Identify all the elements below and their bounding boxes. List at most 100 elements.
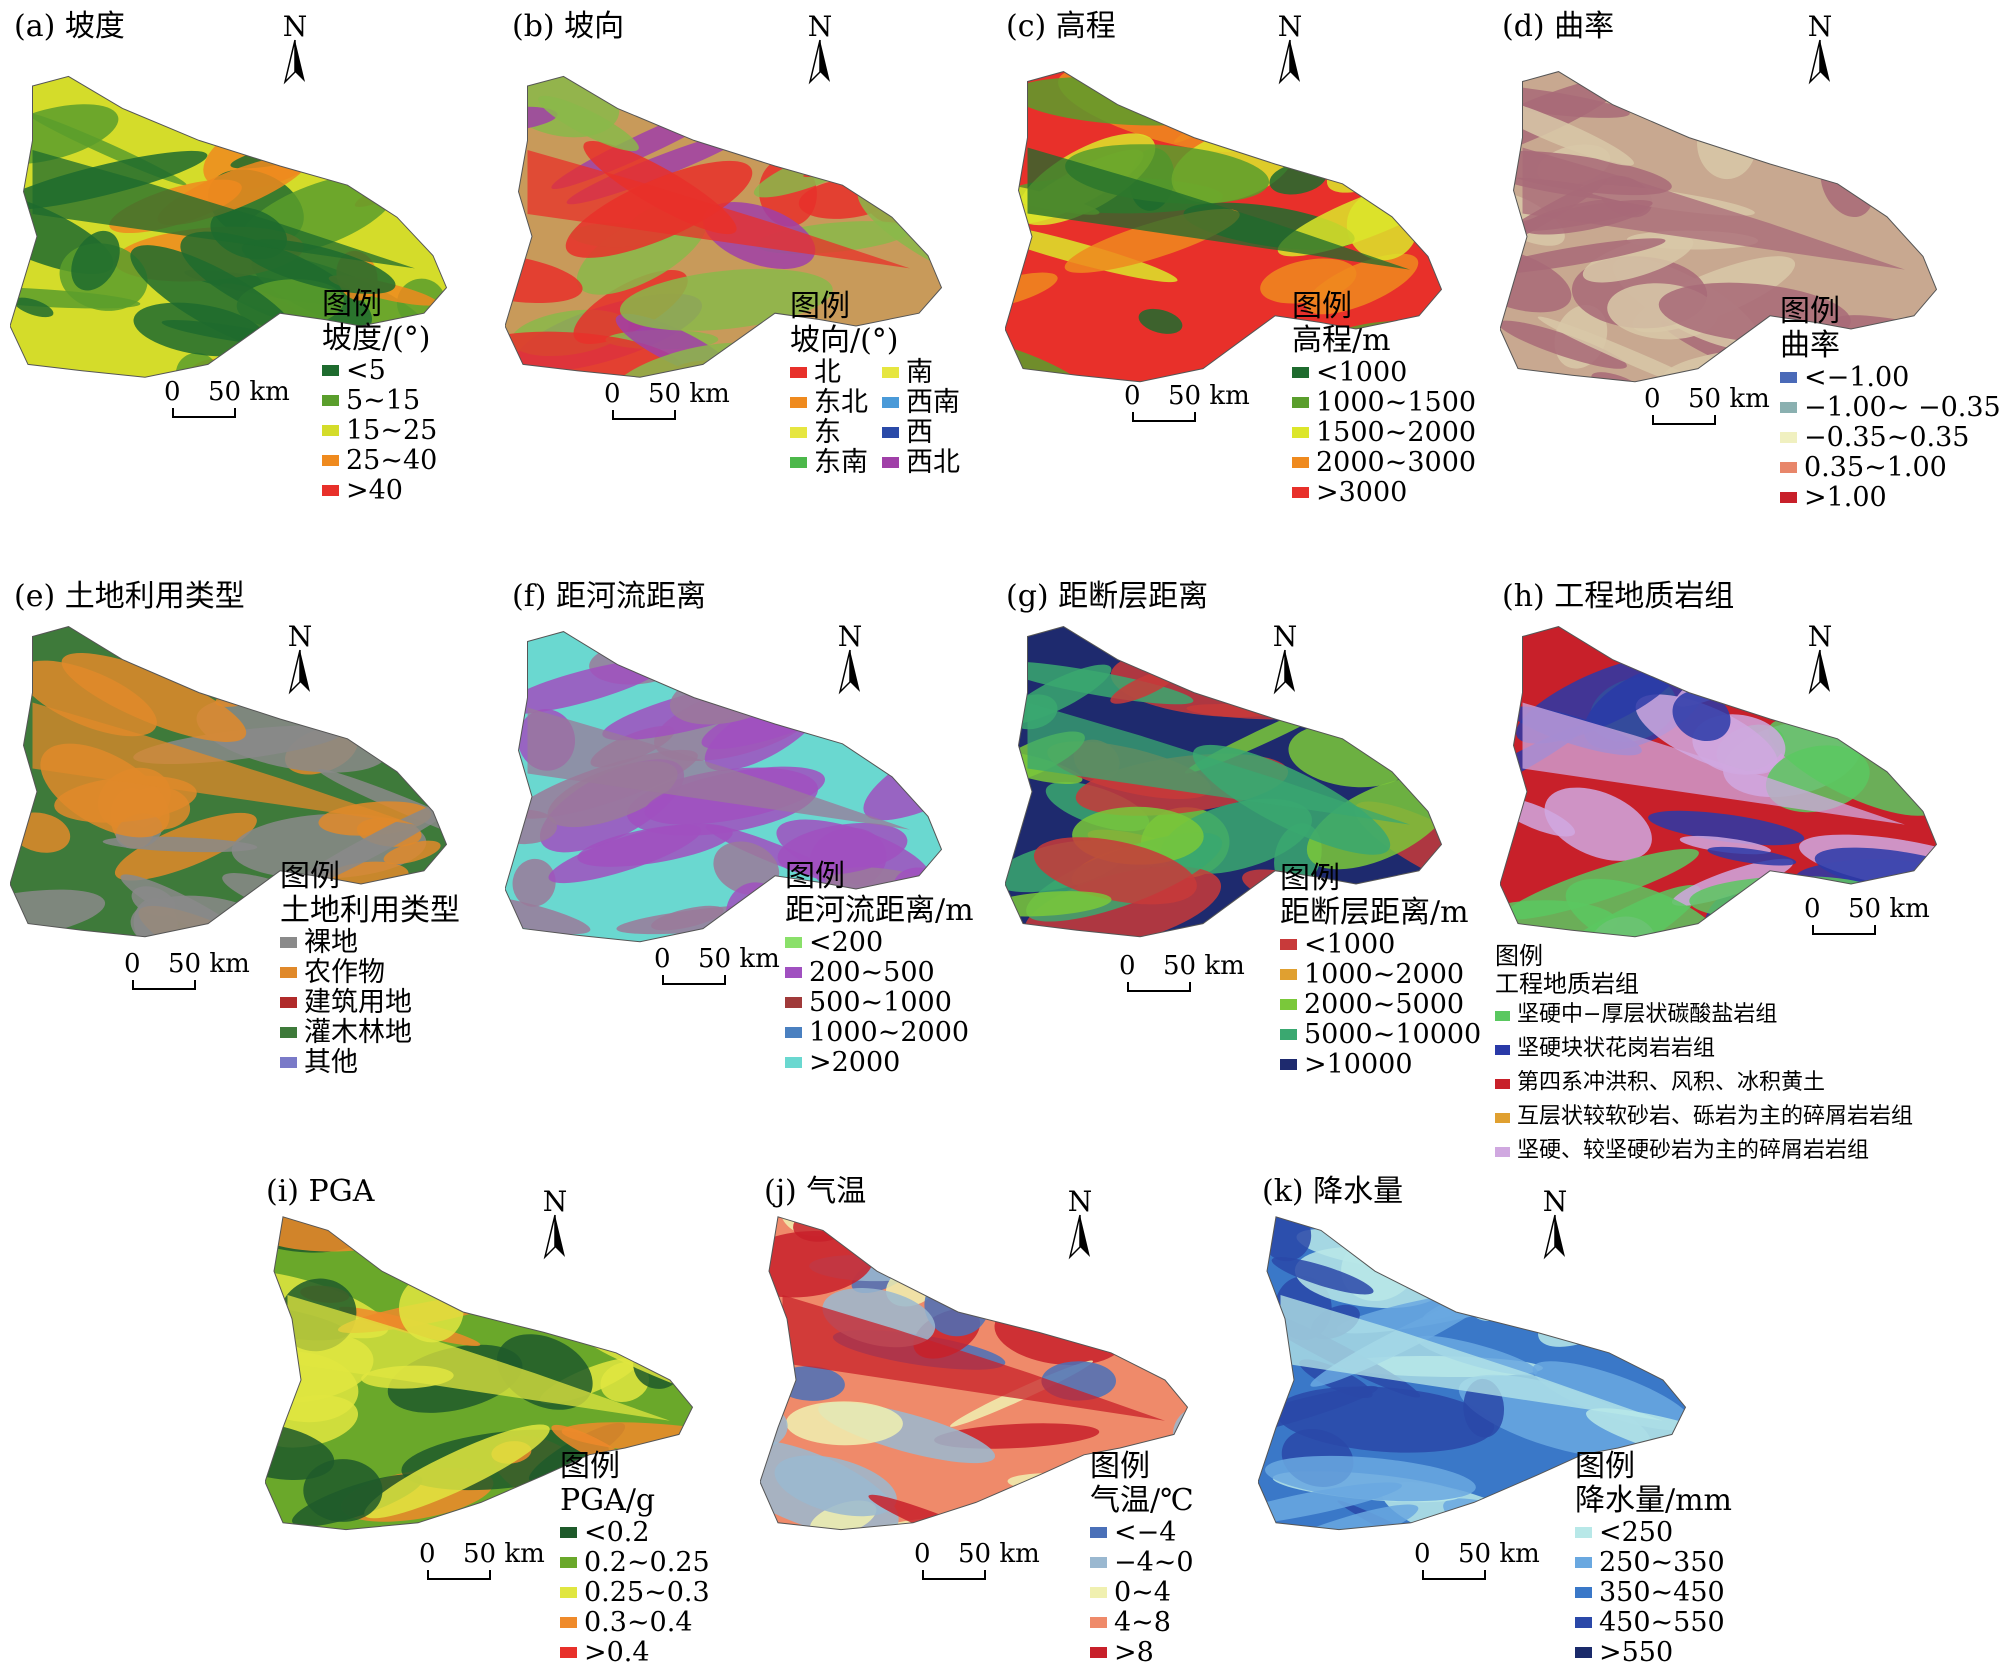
legend-item: <1000 [1292,358,1476,388]
legend-subtitle: 坡向/(°) [790,323,899,358]
north-arrow: N [1060,1185,1100,1265]
legend-title: 图例 [1090,1449,1150,1484]
map-class-patch [777,823,908,876]
scale-distance: 50 km [1848,894,1930,924]
north-arrow: N [1265,620,1305,700]
map-class-patch [1475,1267,1516,1296]
legend-label: 1000~2000 [1304,959,1465,990]
legend-item: >40 [322,476,437,506]
north-arrow: N [535,1185,575,1265]
legend-item: 坚硬中−厚层状碳酸盐岩组 [1495,998,1913,1032]
map-class-patch [303,1459,383,1522]
legend-swatch [1090,1647,1107,1658]
scale-line [1127,982,1191,992]
north-arrow-icon: N [283,10,307,85]
legend-swatch [560,1527,577,1538]
legend-item: 东 [790,418,868,448]
map-class-patch [1264,1455,1476,1502]
legend-item: 0.25~0.3 [560,1578,710,1608]
legend-label: 5~15 [346,385,421,416]
legend-swatch [1495,1147,1510,1157]
panel-title: (c) 高程 [1006,9,1116,44]
legend-swatch [280,1057,297,1068]
legend-swatch [1090,1527,1107,1538]
legend-item: 1000~2000 [1280,960,1481,990]
map-valley-band [527,707,910,830]
thematic-map [760,1216,1189,1531]
thematic-map [1005,71,1443,383]
legend-subtitle: PGA/g [560,1483,656,1518]
legend-label: >10000 [1304,1049,1413,1080]
legend-swatch [1575,1527,1592,1538]
map-class-patch [343,626,447,666]
legend-swatch [882,397,899,408]
scale-distance: 50 km [958,1539,1040,1569]
map-class-patch [1532,1361,1686,1431]
legend-item: 2000~5000 [1280,990,1481,1020]
scale-zero: 0 [914,1539,931,1569]
map-class-patch [279,794,447,897]
scale-line [612,410,676,420]
thematic-map [265,1216,694,1531]
map-class-patch [265,1216,431,1252]
north-arrow: N [275,10,315,90]
map-class-patch [548,824,702,884]
legend-label: 农作物 [304,957,385,988]
legend-item: >1.00 [1780,483,2001,513]
scale-bar: 0 50 km [1115,952,1255,992]
legend-item: 0.35~1.00 [1780,453,2001,483]
legend-label: 西 [906,417,933,448]
map-class-patch [1463,1259,1515,1322]
thematic-map [1005,626,1443,938]
panel-title: (b) 坡向 [512,9,625,44]
legend-item: 0.2~0.25 [560,1548,710,1578]
legend-title: 图例 [790,289,850,324]
legend-label: >3000 [1316,477,1408,508]
legend-subtitle: 高程/m [1292,323,1391,358]
legend-subtitle: 曲率 [1780,328,1840,363]
legend-swatch [790,457,807,468]
scale-zero: 0 [164,377,181,407]
legend-label: >40 [346,475,403,506]
north-label: N [543,1185,568,1218]
north-label: N [1273,620,1298,653]
map-class-patch [505,660,665,715]
study-area-outline [1005,71,1443,383]
legend-title: 图例 [280,859,340,894]
map-class-patch [1699,626,1758,681]
map-class-patch [1361,657,1442,701]
map-class-patch [383,840,441,865]
legend-label: 南 [906,357,933,388]
scale-zero: 0 [1804,894,1821,924]
scale-bar: 0 50 km [415,1540,555,1580]
map-class-patch [609,1225,664,1286]
legend-subtitle: 降水量/mm [1575,1483,1733,1518]
legend-swatch [1292,427,1309,438]
legend-label: 2000~3000 [1316,447,1477,478]
legend-item: >8 [1090,1638,1194,1668]
north-arrow-icon: N [1543,1185,1567,1260]
north-arrow: N [1800,620,1840,700]
scale-bar: 0 50 km [1410,1540,1550,1580]
scale-zero: 0 [654,944,671,974]
map-class-patch [1672,690,1731,742]
panel-title: (g) 距断层距离 [1006,579,1209,614]
legend-item: 1000~2000 [785,1018,974,1048]
scale-distance: 50 km [168,949,250,979]
legend-swatch [322,365,339,376]
map-class-patch [886,715,942,756]
map-class-patch [1773,83,1937,131]
legend-swatch [790,427,807,438]
map-class-patch [364,1424,550,1519]
map-class-patch [1565,878,1730,937]
legend-item: 350~450 [1575,1578,1732,1608]
legend-item: 北 [790,358,868,388]
scale-zero: 0 [124,949,141,979]
legend-swatch [1280,939,1297,950]
legend-swatch [785,967,802,978]
map-class-patch [134,76,211,101]
legend-item: 灌木林地 [280,1018,460,1048]
north-arrow-icon: N [1808,620,1832,695]
legend-item: 建筑用地 [280,988,460,1018]
legend-item: <0.2 [560,1518,710,1548]
